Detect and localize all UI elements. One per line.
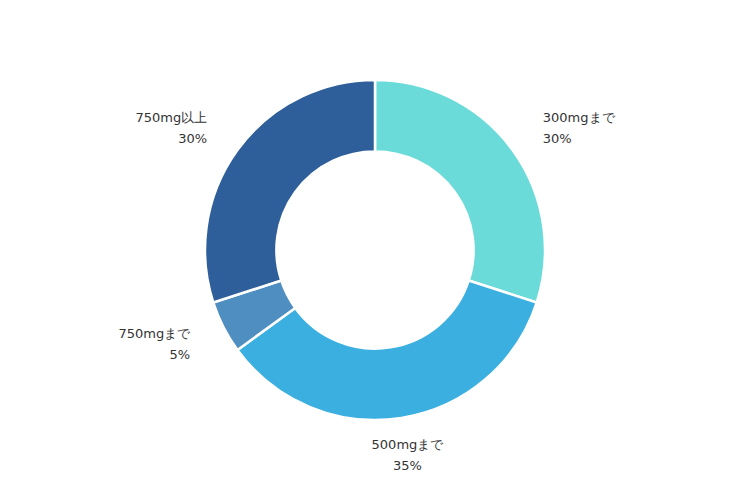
svg-text:750mgまで5%: 750mgまで5%: [118, 326, 191, 362]
svg-text:750mg以上30%: 750mg以上30%: [135, 110, 207, 146]
svg-text:500mgまで35%: 500mgまで35%: [372, 437, 445, 473]
svg-text:300mgまで30%: 300mgまで30%: [543, 110, 616, 146]
